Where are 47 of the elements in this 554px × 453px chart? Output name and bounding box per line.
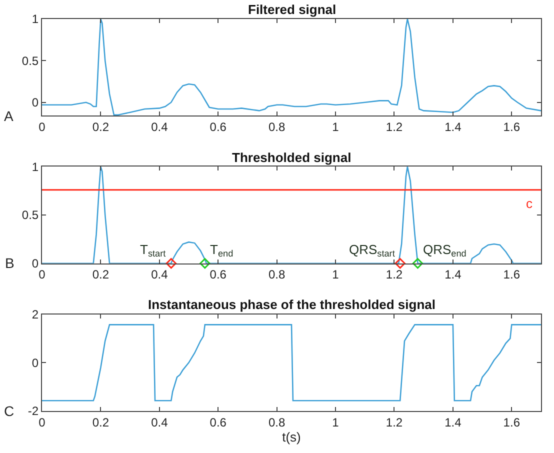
x-axis-title: t(s) [282, 429, 301, 444]
x-tick-label: 0.4 [151, 120, 168, 134]
annotation: QRS$_{end}$ [423, 242, 466, 259]
x-tick-label: 1.2 [386, 415, 403, 430]
y-tick-label: -2 [28, 404, 39, 418]
annotation: T$_{start}$ [140, 242, 166, 259]
chart-title: Filtered signal [248, 2, 336, 17]
x-tick-label: 1 [332, 268, 340, 282]
y-tick-label: 2 [32, 308, 39, 322]
x-tick-label: 1.6 [503, 268, 520, 282]
x-tick-label: 0.6 [210, 120, 227, 134]
chart-title: Thresholded signal [232, 150, 352, 165]
x-tick-label: 0.2 [92, 415, 110, 430]
x-tick-label: 1.6 [503, 415, 520, 430]
x-tick-label: 1 [332, 120, 340, 134]
annotation: QRS$_{start}$ [349, 242, 396, 259]
line-series [42, 19, 541, 116]
x-tick-label: 0.2 [92, 268, 110, 282]
text: A [4, 108, 14, 124]
x-tick-label: 1.2 [386, 268, 403, 282]
x-tick-label: 1.6 [503, 120, 520, 134]
x-tick-label: 1.4 [444, 268, 462, 282]
x-tick-label: 0.8 [268, 415, 286, 430]
text: B [5, 255, 14, 271]
text: C [4, 403, 14, 419]
x-tick-label: 0.4 [151, 415, 168, 430]
y-tick-label: 1 [32, 12, 39, 26]
x-tick-label: 0.4 [151, 268, 168, 282]
y-tick-label: 1 [32, 160, 39, 174]
line-series [42, 324, 541, 402]
x-tick-label: 0.8 [268, 120, 286, 134]
y-tick-label: 0 [32, 256, 39, 271]
x-tick-label: 1 [332, 415, 340, 430]
annotation: T$_{end}$ [210, 242, 234, 259]
x-tick-label: 1.4 [444, 415, 462, 430]
x-tick-label: 1.2 [386, 120, 403, 134]
chart-title: Instantaneous phase of the thresholded signal [148, 297, 436, 312]
x-tick-label: 0.6 [210, 415, 227, 430]
y-tick-label: 0.5 [22, 54, 39, 68]
ref-line-label: c [526, 196, 533, 211]
y-tick-label: 0 [32, 96, 39, 110]
x-tick-label: 0.6 [210, 268, 227, 282]
x-tick-label: 0.8 [268, 268, 286, 282]
y-tick-label: 0.5 [22, 208, 39, 222]
y-tick-label: 0 [32, 356, 39, 370]
x-tick-label: 0.2 [92, 120, 110, 134]
x-tick-label: 1.4 [444, 120, 462, 134]
